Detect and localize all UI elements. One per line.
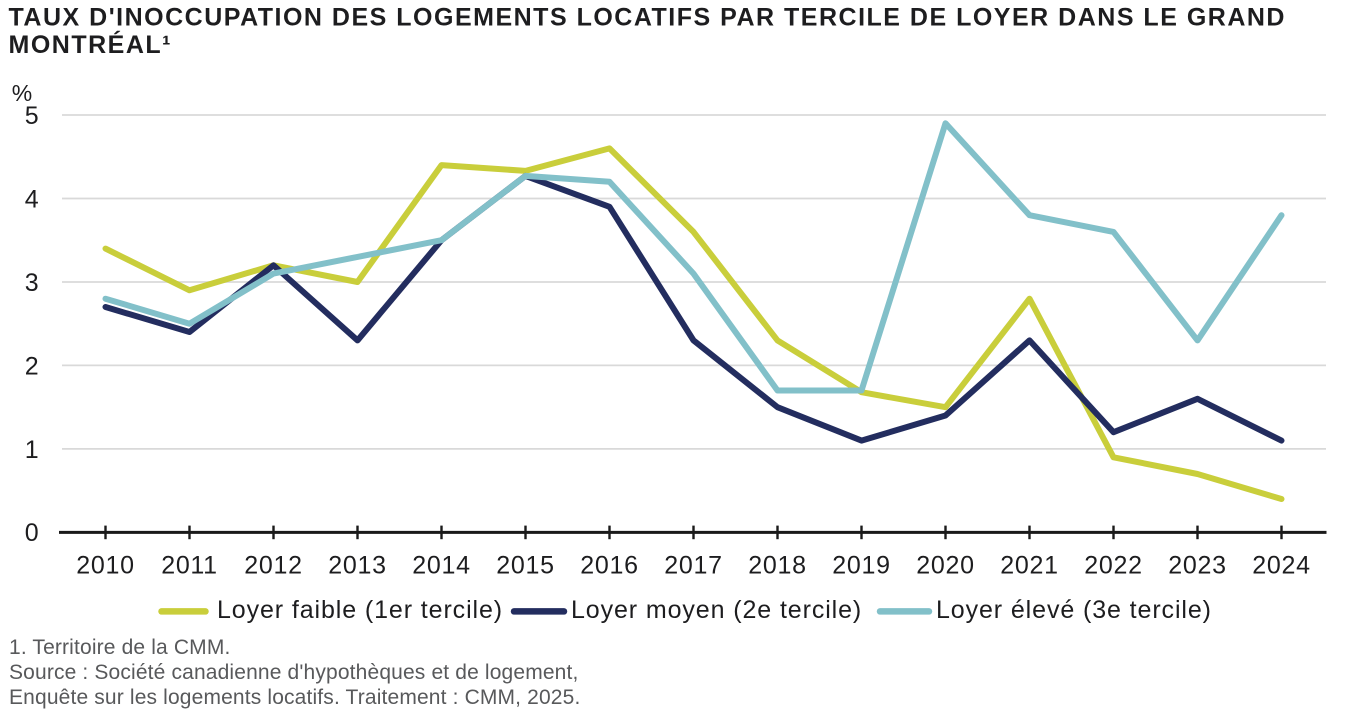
svg-text:2023: 2023 (1168, 552, 1226, 580)
svg-text:2: 2 (25, 352, 39, 380)
svg-text:2016: 2016 (580, 552, 638, 580)
svg-text:Loyer moyen (2e tercile): Loyer moyen (2e tercile) (571, 596, 862, 624)
svg-text:2019: 2019 (832, 552, 890, 580)
svg-text:2012: 2012 (244, 552, 302, 580)
svg-text:4: 4 (25, 185, 39, 213)
svg-text:2010: 2010 (76, 552, 134, 580)
svg-text:2022: 2022 (1084, 552, 1142, 580)
svg-text:1. Territoire de la CMM.: 1. Territoire de la CMM. (9, 636, 230, 659)
svg-text:0: 0 (25, 519, 39, 547)
svg-text:Loyer faible (1er tercile): Loyer faible (1er tercile) (217, 596, 503, 624)
svg-text:2015: 2015 (496, 552, 554, 580)
svg-text:5: 5 (25, 102, 39, 130)
svg-text:Source : Société canadienne d': Source : Société canadienne d'hypothèque… (9, 661, 578, 684)
svg-text:Loyer élevé (3e tercile): Loyer élevé (3e tercile) (936, 596, 1212, 624)
svg-text:2024: 2024 (1252, 552, 1310, 580)
svg-text:2017: 2017 (664, 552, 722, 580)
svg-text:MONTRÉAL¹: MONTRÉAL¹ (9, 30, 172, 59)
svg-text:%: % (12, 80, 32, 106)
svg-text:3: 3 (25, 269, 39, 297)
svg-text:1: 1 (25, 436, 39, 464)
svg-text:2013: 2013 (328, 552, 386, 580)
svg-text:TAUX D'INOCCUPATION DES LOGEME: TAUX D'INOCCUPATION DES LOGEMENTS LOCATI… (9, 4, 1287, 32)
svg-text:Enquête sur les logements loca: Enquête sur les logements locatifs. Trai… (9, 686, 580, 709)
svg-text:2021: 2021 (1000, 552, 1058, 580)
svg-text:2020: 2020 (916, 552, 974, 580)
svg-text:2011: 2011 (161, 552, 218, 580)
svg-text:2014: 2014 (412, 552, 470, 580)
svg-text:2018: 2018 (748, 552, 806, 580)
